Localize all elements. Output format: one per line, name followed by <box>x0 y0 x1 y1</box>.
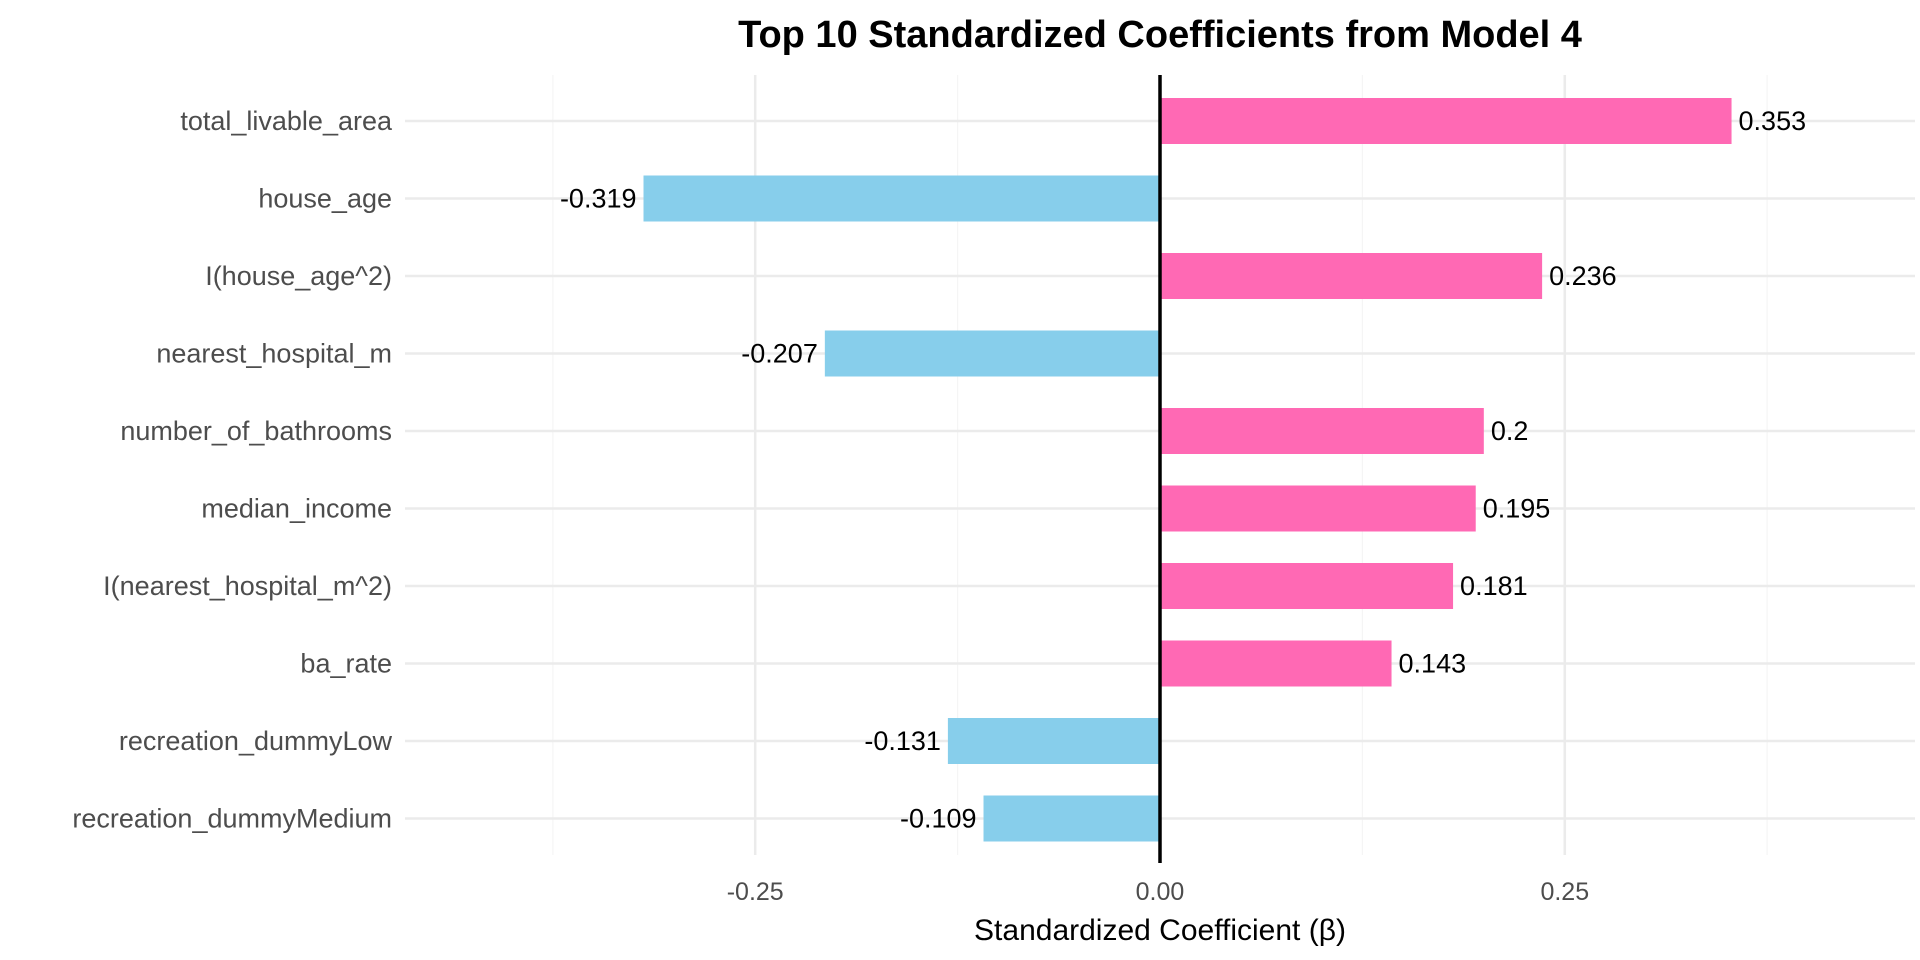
category-label-i-nearest-hospital-m-2: I(nearest_hospital_m^2) <box>103 571 392 601</box>
value-label-ba-rate: 0.143 <box>1399 649 1467 679</box>
value-label-i-house-age-2: 0.236 <box>1549 261 1617 291</box>
x-tick-label: 0.25 <box>1540 878 1589 906</box>
value-label-recreation-dummymedium: -0.109 <box>900 804 977 834</box>
bar-total-livable-area <box>1160 98 1732 144</box>
category-label-number-of-bathrooms: number_of_bathrooms <box>120 416 392 446</box>
bar-recreation-dummylow <box>947 718 1160 764</box>
category-label-i-house-age-2: I(house_age^2) <box>205 261 392 291</box>
chart-title: Top 10 Standardized Coefficients from Mo… <box>738 14 1582 56</box>
category-label-house-age: house_age <box>258 184 392 214</box>
value-label-recreation-dummylow: -0.131 <box>864 726 941 756</box>
x-tick-label: -0.25 <box>727 878 784 906</box>
category-label-nearest-hospital-m: nearest_hospital_m <box>156 339 392 369</box>
bar-ba-rate <box>1160 640 1392 687</box>
bar-number-of-bathrooms <box>1160 408 1484 454</box>
bar-i-house-age-2 <box>1160 253 1543 299</box>
labels-layer: total_livable_area 0.353 house_age -0.319 I(… <box>72 106 1806 834</box>
x-axis-title: Standardized Coefficient (β) <box>974 914 1346 947</box>
x-tick-label: 0.00 <box>1136 878 1185 906</box>
value-label-median-income: 0.195 <box>1483 494 1551 524</box>
x-tick-labels: -0.25 0.00 0.25 <box>727 878 1589 906</box>
bar-recreation-dummymedium <box>983 795 1160 842</box>
value-label-i-nearest-hospital-m-2: 0.181 <box>1460 571 1528 601</box>
category-label-total-livable-area: total_livable_area <box>180 106 393 136</box>
category-label-median-income: median_income <box>201 494 392 524</box>
category-label-recreation-dummymedium: recreation_dummyMedium <box>72 804 392 834</box>
category-label-recreation-dummylow: recreation_dummyLow <box>119 726 393 756</box>
bar-median-income <box>1160 485 1476 532</box>
bar-house-age <box>643 175 1160 222</box>
category-label-ba-rate: ba_rate <box>300 649 392 679</box>
bar-i-nearest-hospital-m-2 <box>1160 563 1454 609</box>
bars-layer <box>643 98 1732 842</box>
bar-nearest-hospital-m <box>824 330 1160 377</box>
value-label-total-livable-area: 0.353 <box>1739 106 1807 136</box>
value-label-number-of-bathrooms: 0.2 <box>1491 416 1529 446</box>
value-label-house-age: -0.319 <box>560 184 637 214</box>
value-label-nearest-hospital-m: -0.207 <box>741 339 818 369</box>
